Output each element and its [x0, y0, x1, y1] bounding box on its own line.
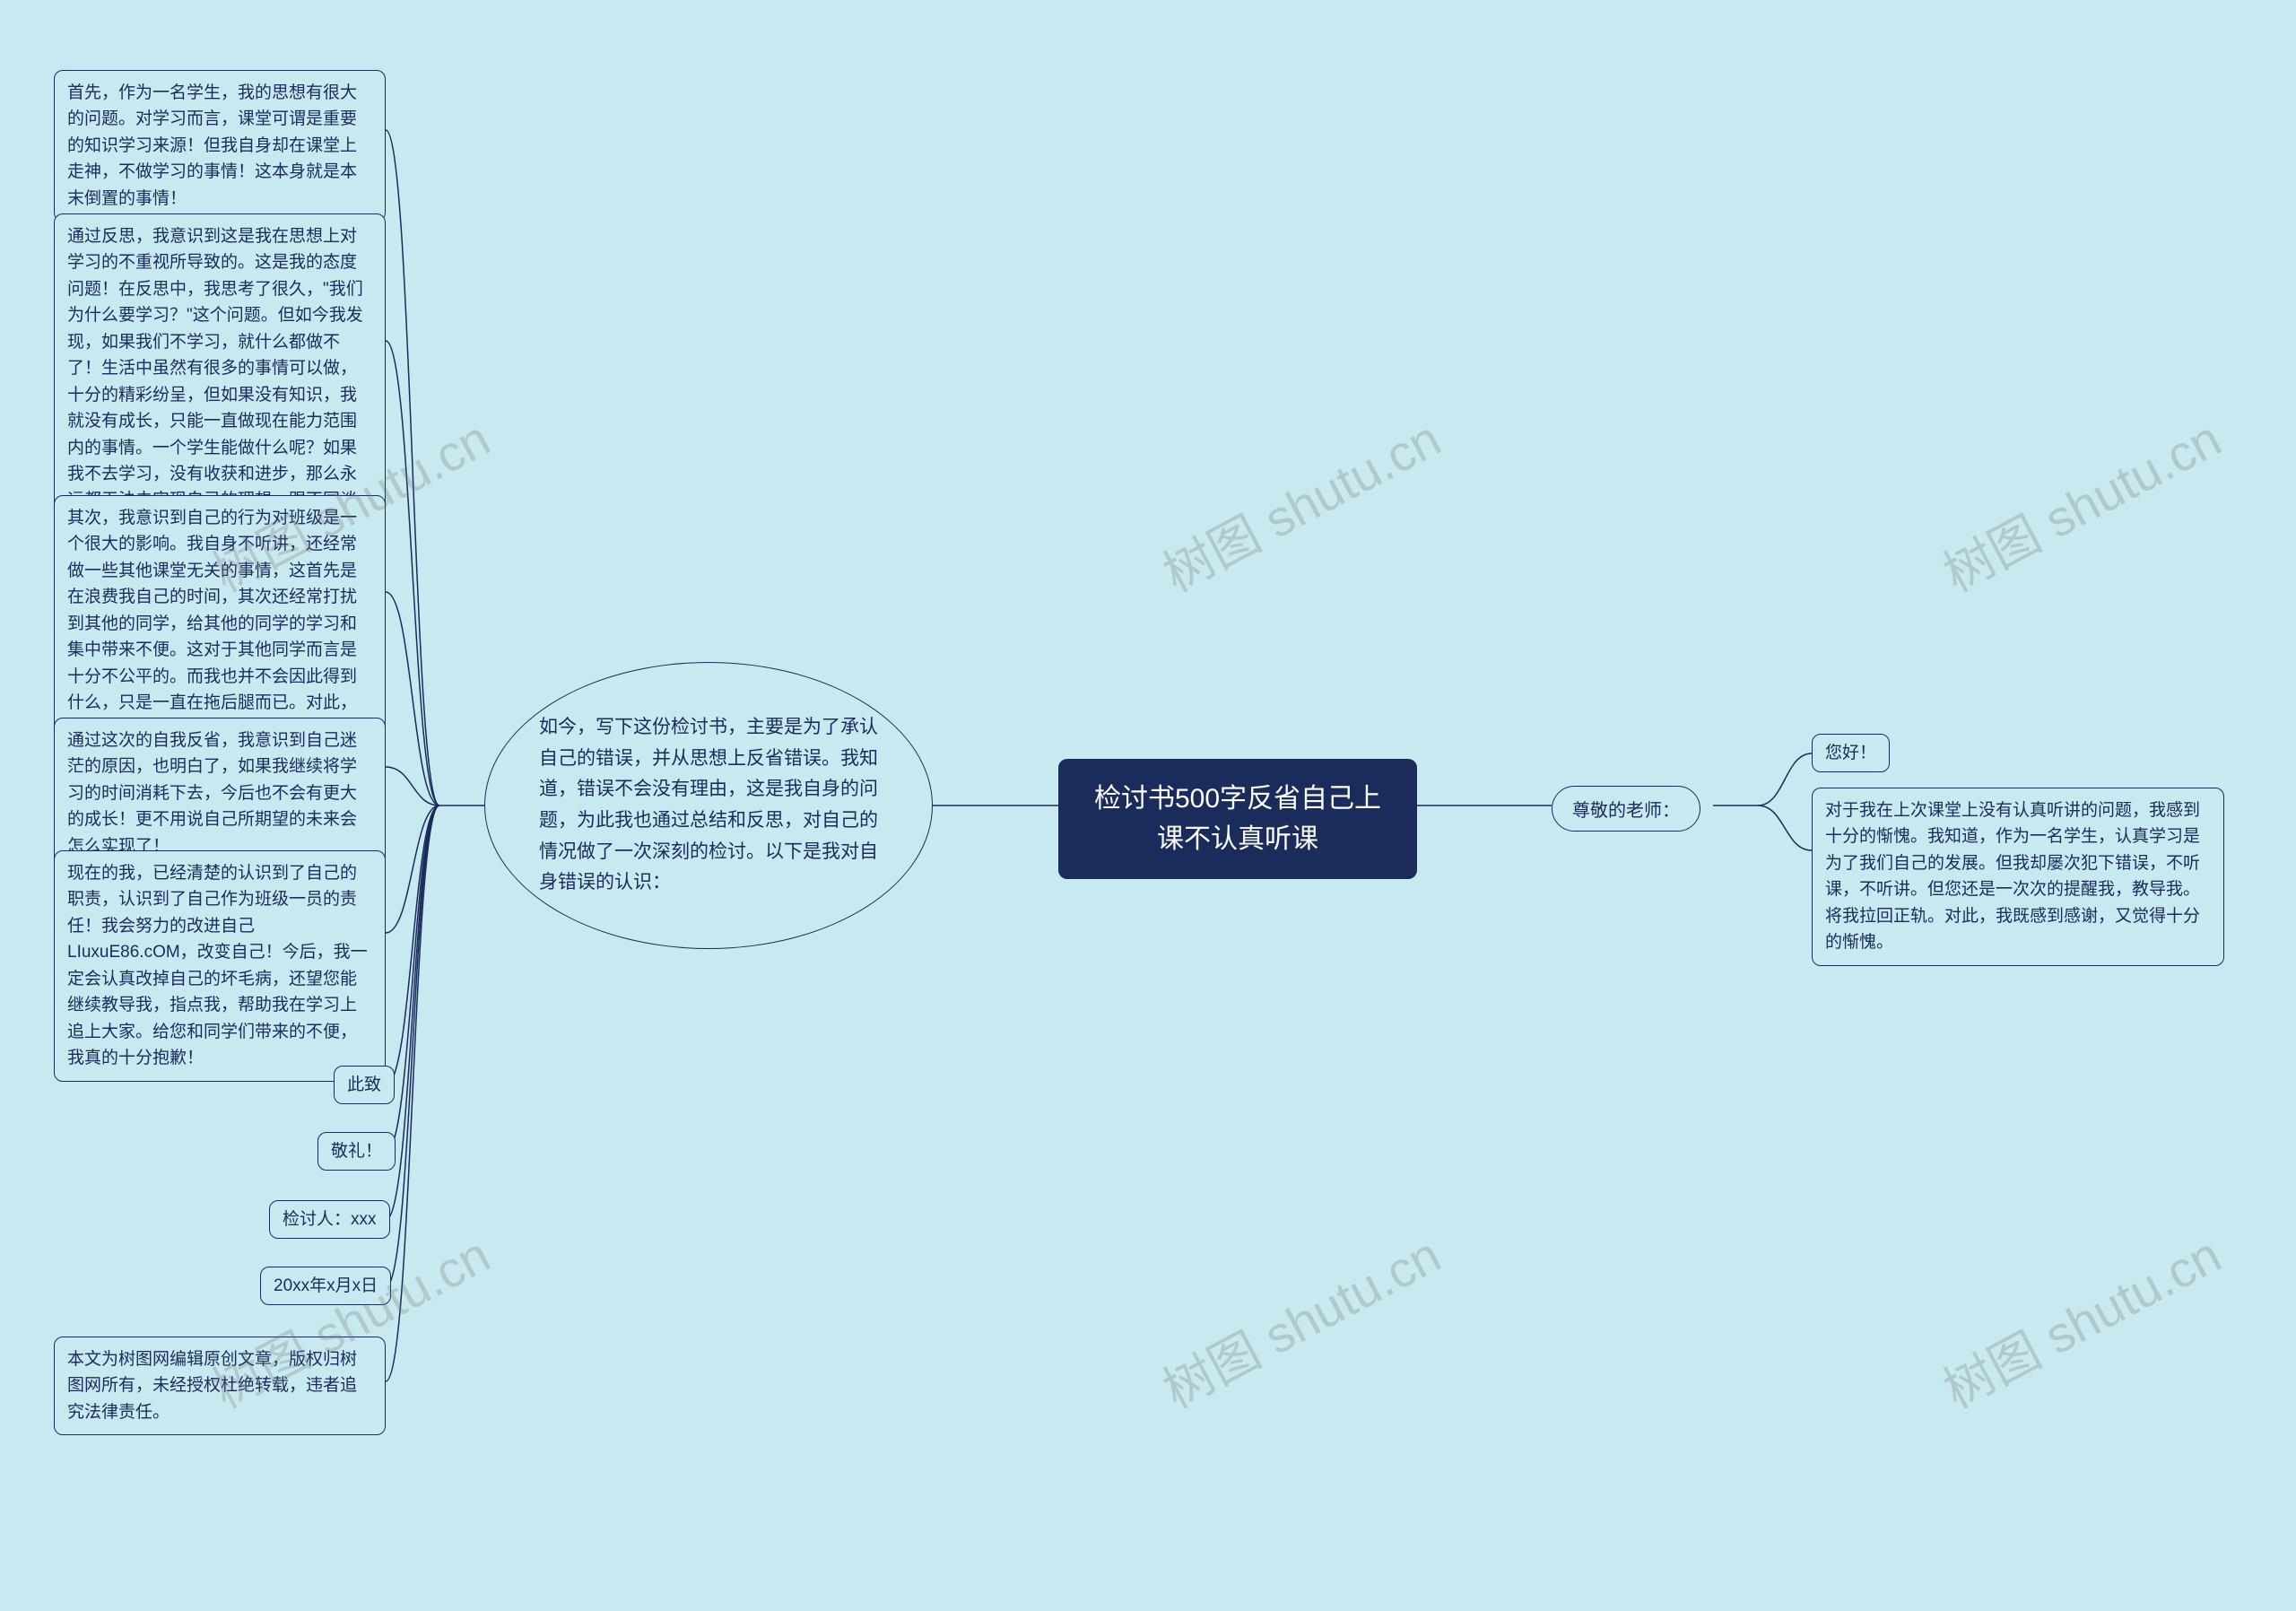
left-leaf-7-text: 检讨人：xxx: [283, 1210, 377, 1229]
left-leaf-0[interactable]: 首先，作为一名学生，我的思想有很大的问题。对学习而言，课堂可谓是重要的知识学习来…: [54, 70, 386, 222]
right-l1-text: 尊敬的老师：: [1572, 801, 1680, 821]
left-l1-node[interactable]: 如今，写下这份检讨书，主要是为了承认自己的错误，并从思想上反省错误。我知道，错误…: [484, 662, 933, 949]
right-leaf-1-text: 对于我在上次课堂上没有认真听讲的问题，我感到十分的惭愧。我知道，作为一名学生，认…: [1825, 801, 2200, 952]
watermark: 树图 shutu.cn: [1929, 1215, 2232, 1423]
watermark: 树图 shutu.cn: [1929, 399, 2232, 606]
root-node[interactable]: 检讨书500字反省自己上课不认真听课: [1058, 759, 1417, 879]
root-text: 检讨书500字反省自己上课不认真听课: [1094, 784, 1381, 854]
left-leaf-4-text: 现在的我，已经清楚的认识到了自己的职责，认识到了自己作为班级一员的责任！我会努力…: [67, 864, 368, 1067]
right-leaf-0[interactable]: 您好！: [1812, 734, 1890, 772]
left-leaf-7[interactable]: 检讨人：xxx: [269, 1200, 390, 1239]
right-l1-node[interactable]: 尊敬的老师：: [1552, 786, 1700, 832]
right-leaf-1[interactable]: 对于我在上次课堂上没有认真听讲的问题，我感到十分的惭愧。我知道，作为一名学生，认…: [1812, 788, 2224, 966]
left-leaf-0-text: 首先，作为一名学生，我的思想有很大的问题。对学习而言，课堂可谓是重要的知识学习来…: [67, 83, 357, 208]
watermark: 树图 shutu.cn: [1149, 399, 1452, 606]
left-leaf-3-text: 通过这次的自我反省，我意识到自己迷茫的原因，也明白了，如果我继续将学习的时间消耗…: [67, 731, 357, 856]
left-leaf-3[interactable]: 通过这次的自我反省，我意识到自己迷茫的原因，也明白了，如果我继续将学习的时间消耗…: [54, 718, 386, 869]
watermark: 树图 shutu.cn: [1149, 1215, 1452, 1423]
left-leaf-6-text: 敬礼！: [331, 1142, 382, 1161]
left-leaf-4[interactable]: 现在的我，已经清楚的认识到了自己的职责，认识到了自己作为班级一员的责任！我会努力…: [54, 850, 386, 1082]
left-leaf-5-text: 此致: [347, 1075, 381, 1094]
left-l1-text: 如今，写下这份检讨书，主要是为了承认自己的错误，并从思想上反省错误。我知道，错误…: [539, 712, 878, 899]
left-leaf-6[interactable]: 敬礼！: [317, 1132, 396, 1171]
right-leaf-0-text: 您好！: [1825, 744, 1876, 762]
left-leaf-5[interactable]: 此致: [334, 1066, 395, 1104]
